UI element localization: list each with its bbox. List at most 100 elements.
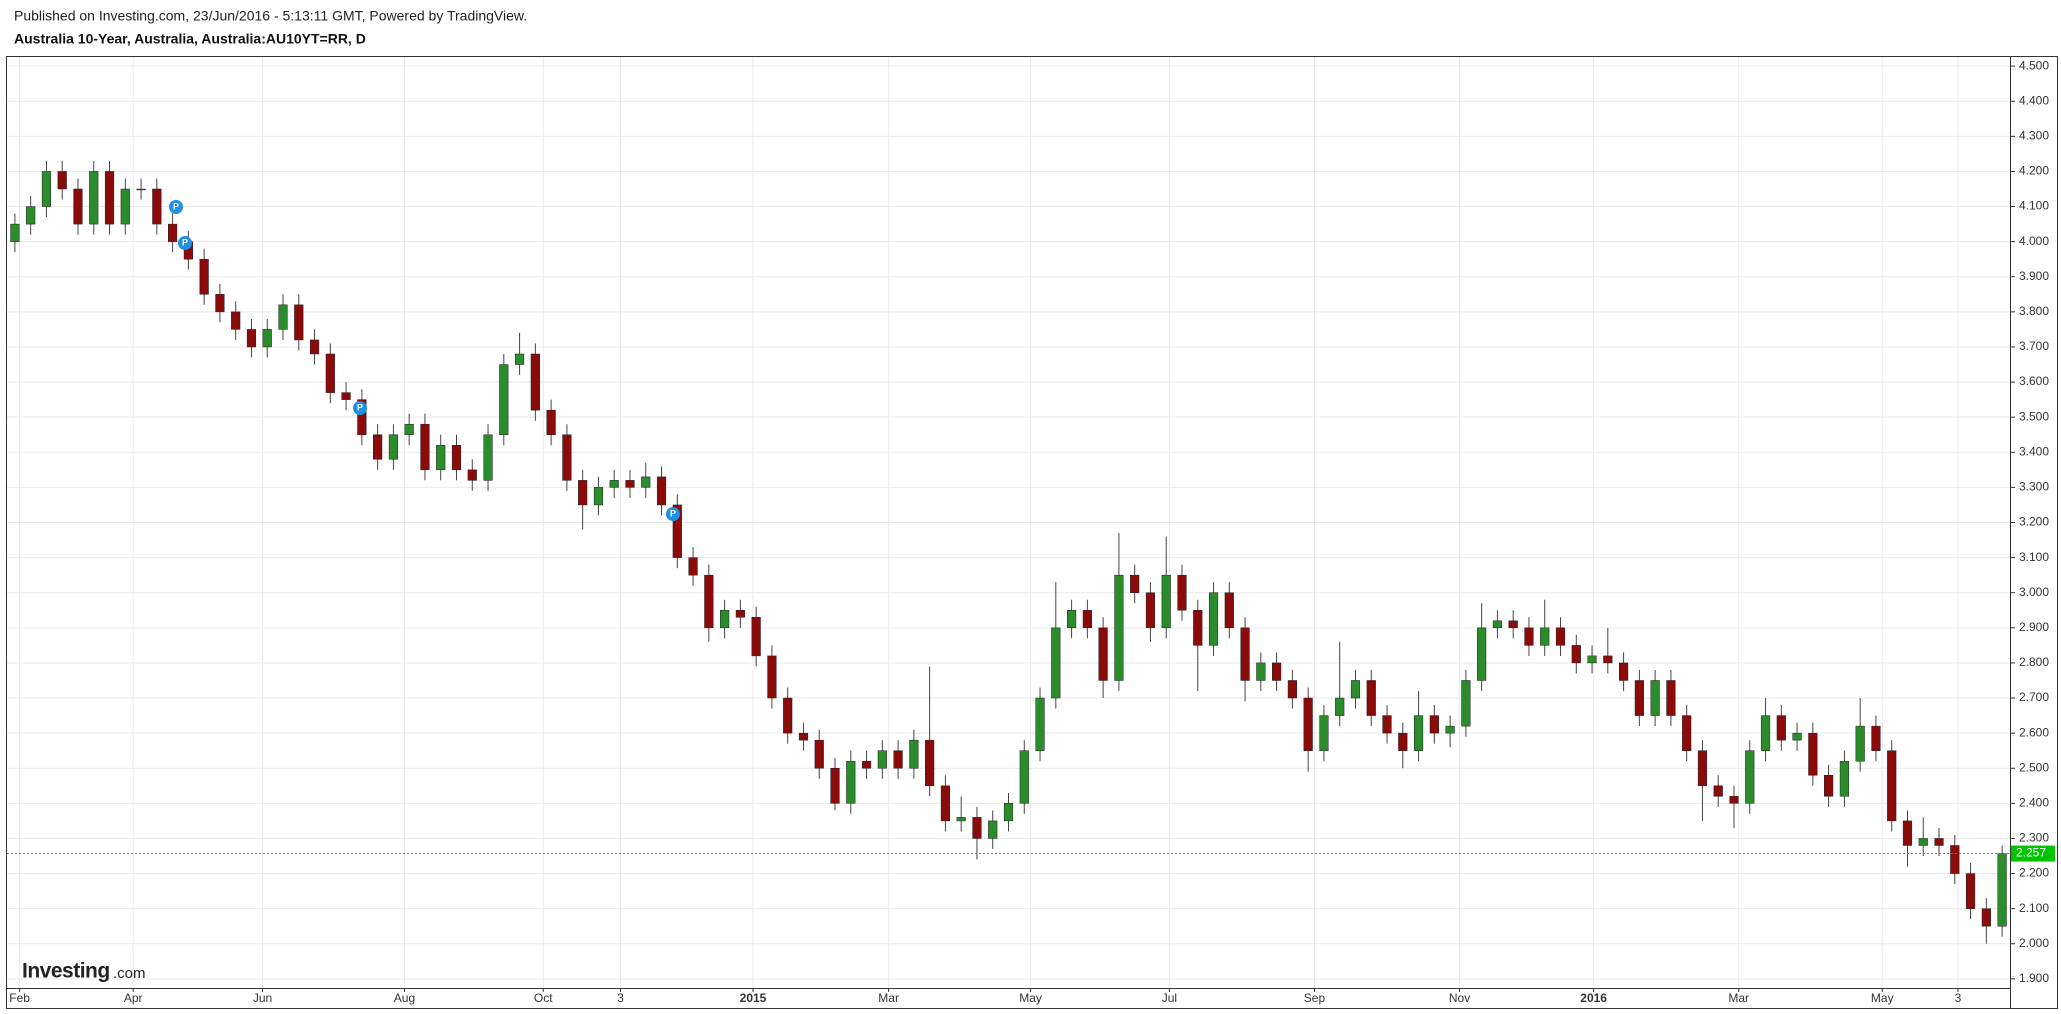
grid: 1.900 2.000 2.100 2.200 2.300 2.400 2.500 2.600…: [7, 57, 2049, 1005]
candle-body: [530, 353, 540, 411]
candle-body: [262, 329, 272, 348]
candle-body: [798, 732, 809, 741]
candle-body: [1808, 732, 1818, 776]
candle-body: [735, 610, 745, 618]
y-tick-label: 2.900: [2019, 620, 2049, 634]
candle-body: [1887, 750, 1897, 822]
candle-body: [1098, 627, 1108, 681]
candle-body: [57, 171, 67, 190]
candle-body: [1429, 715, 1439, 734]
candle-body: [641, 476, 651, 488]
x-tick-label: May: [1871, 991, 1894, 1005]
candle-body: [546, 409, 556, 435]
x-tick-label: 3: [1955, 991, 1962, 1005]
y-tick-label: 2.300: [2019, 831, 2049, 845]
candle-body: [562, 434, 572, 481]
y-tick-label: 4.300: [2019, 129, 2049, 143]
candle-body: [1650, 680, 1660, 716]
candle-body: [467, 469, 477, 481]
candle-body: [1776, 715, 1786, 741]
candle-body: [1208, 592, 1219, 646]
y-tick-label: 3.900: [2019, 269, 2049, 283]
candle-body: [1871, 725, 1881, 751]
candle-body: [1666, 680, 1676, 716]
candle-body: [1477, 627, 1487, 681]
candle-body: [10, 223, 20, 242]
candle-body: [814, 739, 824, 769]
candle-body: [1965, 873, 1976, 909]
candle-body: [704, 574, 714, 629]
candle-body: [420, 423, 430, 471]
candle-body: [1918, 838, 1928, 846]
candle-body: [1855, 725, 1865, 762]
candle-body: [1256, 662, 1266, 681]
candle-body: [1303, 697, 1313, 751]
candle-body: [893, 750, 903, 769]
x-tick-label: Nov: [1449, 991, 1470, 1005]
y-tick-label: 1.900: [2019, 971, 2049, 985]
candle-body: [1003, 803, 1014, 822]
svg-text:P: P: [670, 508, 676, 518]
candle-body: [357, 399, 367, 435]
candle-body: [1997, 853, 2007, 927]
candle-body: [925, 739, 935, 787]
candle-body: [909, 739, 919, 769]
candle-body: [1508, 620, 1518, 629]
y-tick-label: 2.800: [2019, 655, 2049, 669]
candle-body: [767, 655, 777, 699]
y-tick-label: 3.400: [2019, 444, 2049, 458]
y-tick-label: 4.200: [2019, 164, 2049, 178]
y-tick-label: 2.000: [2019, 936, 2049, 950]
candle-body: [499, 364, 509, 435]
candle-body: [1019, 750, 1029, 804]
y-tick-label: 3.000: [2019, 585, 2049, 599]
candle-body: [972, 817, 982, 839]
x-tick-label: Aug: [394, 991, 415, 1005]
candle-body: [341, 392, 351, 400]
candle-body: [1524, 627, 1534, 646]
candle-body: [152, 188, 162, 225]
candle-body: [1445, 725, 1455, 734]
y-tick-label: 3.100: [2019, 550, 2049, 564]
candle-body: [1634, 680, 1644, 716]
candle-body: [1051, 627, 1061, 699]
candle-body: [1177, 574, 1187, 611]
candle-body: [1824, 775, 1834, 797]
candle-body: [514, 353, 525, 365]
candle-body: [1161, 574, 1171, 629]
symbol-line: Australia 10-Year, Australia, Australia:…: [14, 31, 366, 47]
candle-body: [988, 820, 998, 839]
candle-body: [1382, 715, 1392, 734]
candle-body: [41, 171, 52, 207]
y-tick-label: 3.700: [2019, 339, 2049, 353]
y-tick-label: 2.500: [2019, 760, 2049, 774]
candle-body: [1319, 715, 1329, 751]
candle-body: [309, 339, 320, 355]
candle-body: [656, 476, 667, 506]
x-tick-label: 2015: [740, 991, 767, 1005]
candle-body: [1240, 627, 1250, 681]
candle-body: [625, 480, 635, 488]
published-line: Published on Investing.com, 23/Jun/2016 …: [14, 8, 527, 24]
candle-body: [1682, 715, 1692, 751]
candle-body: [877, 750, 887, 769]
candle-body: [1587, 655, 1597, 664]
candle-body: [1603, 655, 1613, 664]
candle-body: [1461, 680, 1471, 727]
candle-body: [199, 258, 209, 295]
candle-body: [861, 760, 872, 769]
candle-body: [1272, 662, 1282, 681]
y-tick-label: 2.200: [2019, 866, 2049, 880]
y-tick-label: 3.500: [2019, 409, 2049, 423]
candle-body: [278, 304, 288, 330]
x-tick-label: Jul: [1162, 991, 1177, 1005]
candle-body: [104, 171, 115, 225]
candle-body: [609, 480, 619, 488]
candle-body: [720, 610, 730, 629]
candle-body: [1350, 680, 1361, 699]
candle-body: [1082, 610, 1092, 629]
candle-body: [1224, 592, 1234, 629]
candle-body: [1729, 796, 1739, 804]
svg-text:P: P: [173, 201, 179, 211]
